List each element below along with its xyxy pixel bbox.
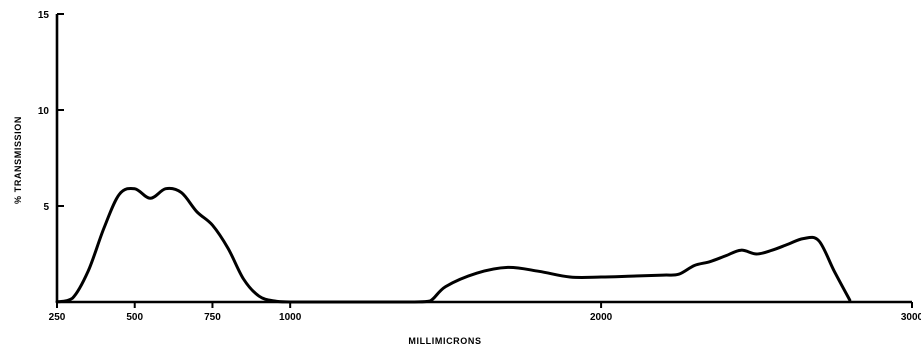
- x-axis-label: MILLIMICRONS: [408, 336, 481, 346]
- x-tick-label: 3000: [901, 312, 921, 323]
- series-line: [55, 186, 852, 304]
- y-tick-label: 5: [43, 202, 49, 213]
- x-ticks: 250 500 750 1000 2000 3000: [49, 302, 921, 323]
- y-axis-label: % TRANSMISSION: [13, 116, 23, 204]
- axes: [55, 14, 912, 304]
- x-tick-label: 500: [126, 312, 143, 323]
- x-tick-label: 1000: [279, 312, 302, 323]
- y-ticks: 5 10 15: [38, 10, 64, 213]
- y-tick-label: 10: [38, 106, 50, 117]
- x-tick-label: 250: [49, 312, 66, 323]
- y-tick-label: 15: [38, 10, 50, 21]
- x-tick-label: 2000: [590, 312, 613, 323]
- x-tick-label: 750: [204, 312, 221, 323]
